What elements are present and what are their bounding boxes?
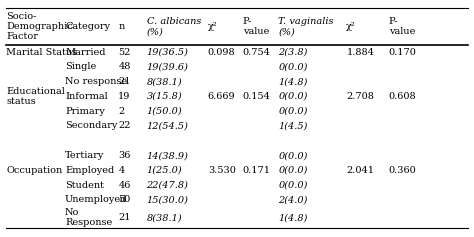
Text: 1(4.8): 1(4.8) [278,213,308,222]
Text: 0(0.0): 0(0.0) [278,151,308,160]
Text: 8(38.1): 8(38.1) [146,213,182,222]
Text: 0(0.0): 0(0.0) [278,181,308,190]
Text: 2: 2 [118,107,125,116]
Text: 8(38.1): 8(38.1) [146,77,182,86]
Text: 1.884: 1.884 [346,48,374,57]
Text: 1(4.8): 1(4.8) [278,77,308,86]
Text: 0.154: 0.154 [243,92,271,101]
Text: 52: 52 [118,48,131,57]
Text: 19: 19 [118,92,131,101]
Text: Informal: Informal [65,92,108,101]
Text: χ²: χ² [208,22,218,31]
Text: 1(25.0): 1(25.0) [146,166,182,175]
Text: 15(30.0): 15(30.0) [146,195,188,204]
Text: 12(54.5): 12(54.5) [146,121,188,130]
Text: Occupation: Occupation [6,166,63,175]
Text: 0.170: 0.170 [389,48,417,57]
Text: 2(4.0): 2(4.0) [278,195,308,204]
Text: 1(50.0): 1(50.0) [146,107,182,116]
Text: 0(0.0): 0(0.0) [278,166,308,175]
Text: Marital Status: Marital Status [6,48,77,57]
Text: T. vaginalis
(%): T. vaginalis (%) [278,17,334,36]
Text: Educational
status: Educational status [6,87,65,106]
Text: 22: 22 [118,121,131,130]
Text: 0(0.0): 0(0.0) [278,62,308,71]
Text: Category: Category [65,22,110,31]
Text: 19(39.6): 19(39.6) [146,62,188,71]
Text: P-
value: P- value [389,17,415,36]
Text: 14(38.9): 14(38.9) [146,151,188,160]
Text: Married: Married [65,48,106,57]
Text: P-
value: P- value [243,17,269,36]
Text: χ²: χ² [346,22,356,31]
Text: 21: 21 [118,77,131,86]
Text: Single: Single [65,62,96,71]
Text: n: n [118,22,125,31]
Text: 0.360: 0.360 [389,166,417,175]
Text: 46: 46 [118,181,131,190]
Text: 0.098: 0.098 [208,48,236,57]
Text: 2(3.8): 2(3.8) [278,48,308,57]
Text: 0(0.0): 0(0.0) [278,92,308,101]
Text: 0.754: 0.754 [243,48,271,57]
Text: No response: No response [65,77,127,86]
Text: Student: Student [65,181,104,190]
Text: Primary: Primary [65,107,105,116]
Text: 4: 4 [118,166,125,175]
Text: 0.171: 0.171 [243,166,271,175]
Text: 21: 21 [118,213,131,222]
Text: 50: 50 [118,195,130,204]
Text: 2.041: 2.041 [346,166,374,175]
Text: Employed: Employed [65,166,114,175]
Text: No
Response: No Response [65,208,112,227]
Text: 3.530: 3.530 [208,166,236,175]
Text: Secondary: Secondary [65,121,118,130]
Text: 3(15.8): 3(15.8) [146,92,182,101]
Text: 2.708: 2.708 [346,92,374,101]
Text: Unemployed: Unemployed [65,195,128,204]
Text: C. albicans
(%): C. albicans (%) [146,17,201,36]
Text: Socio-
Demographic
Factor: Socio- Demographic Factor [6,12,73,41]
Text: 1(4.5): 1(4.5) [278,121,308,130]
Text: 19(36.5): 19(36.5) [146,48,188,57]
Text: 6.669: 6.669 [208,92,236,101]
Text: 0(0.0): 0(0.0) [278,107,308,116]
Text: 36: 36 [118,151,131,160]
Text: Tertiary: Tertiary [65,151,104,160]
Text: 0.608: 0.608 [389,92,416,101]
Text: 22(47.8): 22(47.8) [146,181,188,190]
Text: 48: 48 [118,62,131,71]
